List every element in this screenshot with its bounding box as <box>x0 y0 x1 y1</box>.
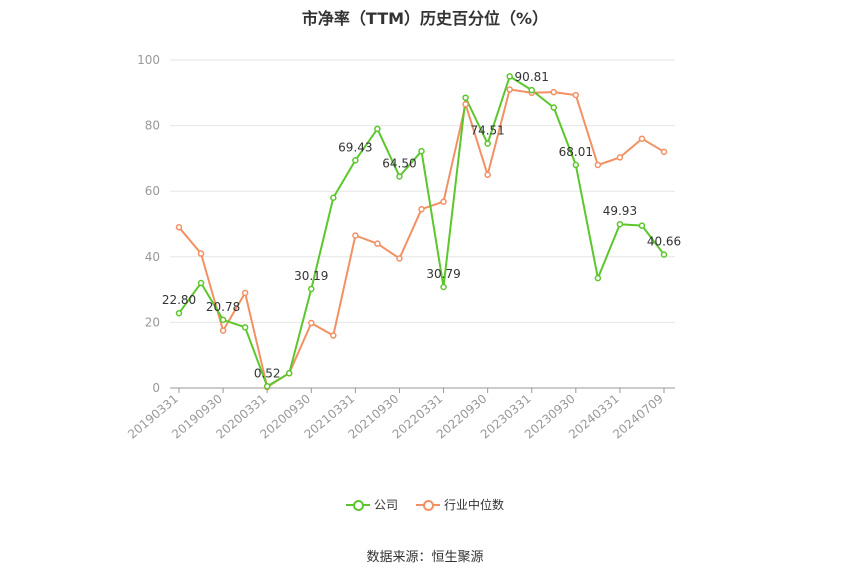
data-label: 40.66 <box>647 235 681 249</box>
point-industry-median <box>175 224 183 231</box>
data-label: 69.43 <box>338 140 372 154</box>
point-company <box>616 220 624 228</box>
point-industry-median <box>374 240 381 247</box>
data-label: 49.93 <box>603 204 637 218</box>
point-company <box>308 285 315 293</box>
x-axis: 2019033120190930202003312020093020210331… <box>125 387 675 442</box>
point-company <box>197 279 205 287</box>
legend: 公司 行业中位数 <box>0 496 850 513</box>
point-industry-median <box>197 250 205 257</box>
y-tick-label: 80 <box>145 119 160 133</box>
point-company <box>418 147 425 155</box>
data-label: 22.80 <box>162 293 196 307</box>
point-company <box>594 274 602 282</box>
point-company <box>440 283 447 291</box>
point-industry-median <box>462 101 469 108</box>
y-tick-label: 40 <box>145 250 160 264</box>
data-label: 68.01 <box>559 145 593 159</box>
data-label: 74.51 <box>470 124 504 138</box>
series-points <box>175 73 668 391</box>
y-axis-ticks: 0 20 40 60 80 100 <box>137 53 160 395</box>
point-industry-median <box>594 161 602 169</box>
point-company <box>352 157 359 164</box>
point-industry-median <box>484 171 491 179</box>
point-company <box>396 173 403 180</box>
y-tick-label: 100 <box>137 53 160 67</box>
chart-title: 市净率（TTM）历史百分位（%） <box>301 9 549 28</box>
point-company <box>484 140 491 147</box>
point-industry-median <box>440 198 447 205</box>
data-label: 0.52 <box>254 366 281 380</box>
data-label: 30.19 <box>294 269 328 283</box>
point-company <box>175 309 183 317</box>
legend-item-company[interactable]: 公司 <box>345 496 398 513</box>
legend-marker-industry-median <box>416 498 440 512</box>
legend-marker-company <box>345 498 370 512</box>
y-tick-label: 20 <box>145 315 160 329</box>
legend-item-industry-median[interactable]: 行业中位数 <box>416 496 504 513</box>
point-company <box>638 222 646 229</box>
point-company <box>506 73 513 80</box>
legend-label-company: 公司 <box>373 498 398 512</box>
point-industry-median <box>308 319 315 327</box>
y-tick-label: 0 <box>152 381 160 395</box>
series-lines <box>178 75 665 388</box>
point-company <box>572 161 580 169</box>
point-company <box>550 104 558 111</box>
point-industry-median <box>330 332 337 339</box>
point-company <box>241 324 249 331</box>
data-label: 90.81 <box>515 70 549 84</box>
point-company <box>285 369 293 377</box>
point-industry-median <box>418 205 425 213</box>
point-company <box>660 251 668 258</box>
point-industry-median <box>550 88 558 96</box>
point-industry-median <box>396 255 403 262</box>
point-company <box>263 383 271 390</box>
point-company <box>528 86 535 94</box>
series-line-company <box>178 75 665 388</box>
point-company <box>330 194 337 202</box>
point-company <box>374 125 381 133</box>
grid-lines <box>170 59 675 323</box>
point-industry-median <box>241 289 249 297</box>
legend-label-industry-median: 行业中位数 <box>444 498 505 512</box>
point-industry-median <box>616 154 624 161</box>
point-company <box>462 94 469 101</box>
data-source: 数据来源：恒生聚源 <box>366 550 484 565</box>
y-tick-label: 60 <box>145 184 160 198</box>
point-industry-median <box>638 135 646 142</box>
point-industry-median <box>506 86 513 93</box>
point-industry-median <box>352 232 359 239</box>
data-label: 64.50 <box>382 156 416 170</box>
point-industry-median <box>219 327 227 334</box>
point-company <box>219 316 227 324</box>
point-industry-median <box>660 148 668 156</box>
data-label: 20.78 <box>206 300 240 314</box>
data-label: 30.79 <box>426 267 460 281</box>
data-labels: 22.80 20.78 0.52 30.19 69.43 64.50 30.79 74.51 9… <box>162 70 681 380</box>
point-industry-median <box>572 91 580 99</box>
